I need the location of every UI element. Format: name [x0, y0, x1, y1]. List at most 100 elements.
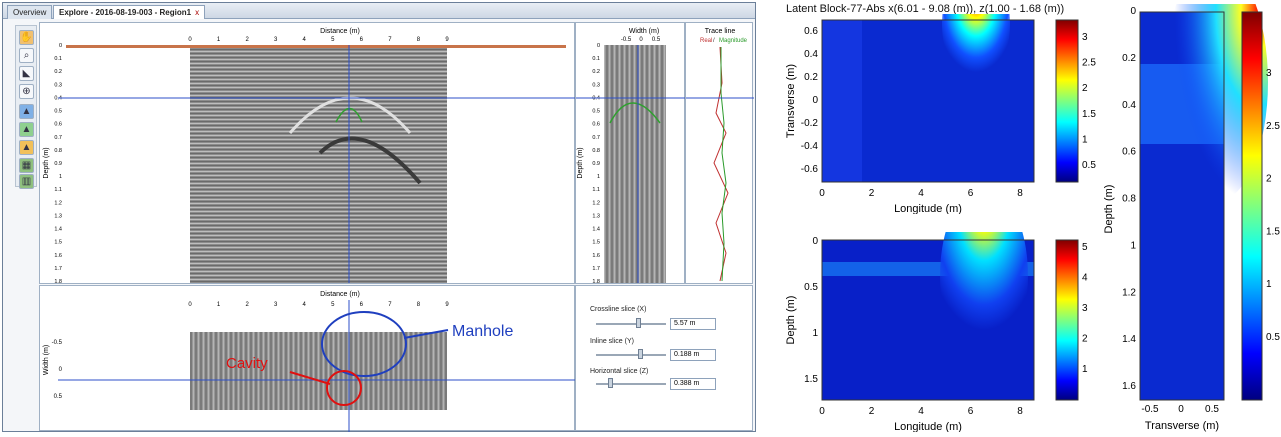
grid-2-icon[interactable]: ▥	[19, 174, 34, 189]
horizontal-value[interactable]: 0.388 m	[670, 378, 716, 390]
legend-magnitude: Magnitude	[719, 38, 748, 44]
bscan-ytick-label: 0.1	[54, 56, 62, 62]
crossline-slider-thumb[interactable]	[636, 318, 641, 328]
bscan-ytick-label: 1.4	[54, 227, 62, 233]
slice-xtick-label: 2	[245, 302, 249, 308]
zoom-icon[interactable]: ⌕	[19, 48, 34, 63]
bscan-xtick-label: 9	[445, 37, 449, 43]
bottom-xtick-label: 8	[1017, 406, 1023, 417]
bscan-ytick-label: 0.6	[54, 122, 62, 128]
horizontal-label: Horizontal slice (Z)	[590, 368, 649, 375]
bscan-ylabel: Depth (m)	[43, 147, 50, 178]
slice-xtick-label: 8	[417, 302, 421, 308]
top-ytick-label: 0.2	[804, 72, 818, 83]
top-colorbar-tick-label: 3	[1082, 32, 1088, 43]
crossline-slider[interactable]	[596, 323, 666, 325]
crossline-value[interactable]: 5.57 m	[670, 318, 716, 330]
bscan-xtick-label: 2	[245, 37, 249, 43]
width-xtick-label: -0.5	[621, 37, 632, 43]
right-ylabel: Depth (m)	[1103, 185, 1115, 234]
bscan-xtick-label: 8	[417, 37, 421, 43]
top-ytick-label: 0.6	[804, 26, 818, 37]
inline-slider[interactable]	[596, 354, 666, 356]
bscan-ytick-label: 1.7	[54, 266, 62, 272]
top-ytick-label: 0	[812, 95, 818, 106]
right-ytick-label: 0.4	[1122, 100, 1136, 111]
inline-slider-thumb[interactable]	[638, 349, 643, 359]
top-plot-title: Latent Block-77-Abs x(6.01 - 9.08 (m)), …	[786, 3, 1065, 15]
slice-xticks: 0 1 2 3 4 5 6 7 8 9	[188, 302, 449, 308]
bscan-title: Distance (m)	[320, 28, 360, 35]
layer-3-icon[interactable]: ▲	[19, 140, 34, 155]
top-colorbar-tick-label: 1.5	[1082, 109, 1096, 120]
layer-2-icon[interactable]: ▲	[19, 122, 34, 137]
inline-value[interactable]: 0.188 m	[670, 349, 716, 361]
slice-yticks: -0.5 0 0.5	[52, 340, 63, 400]
top-heatmap-band	[822, 20, 862, 182]
bscan-xtick-label: 4	[303, 37, 307, 43]
right-xtick-label: 0	[1178, 404, 1184, 415]
tab-explore[interactable]: Explore - 2016-08-19-003 - Region1 x	[53, 5, 206, 19]
horizontal-slider-thumb[interactable]	[608, 378, 613, 388]
right-ytick-label: 0	[1130, 6, 1136, 17]
width-ytick-label: 1.1	[592, 187, 600, 193]
bscan-panel: Distance (m) Depth (m) 0 1 2 3 4 5 6 7 8 9 0 0.1 0.…	[39, 22, 576, 285]
bscan-xtick-label: 3	[274, 37, 278, 43]
cavity-label: Cavity	[226, 355, 268, 372]
bottom-colorbar-ticks: 5 4 3 2 1	[1082, 242, 1088, 375]
slice-xtick-label: 4	[303, 302, 307, 308]
top-colorbar-tick-label: 0.5	[1082, 160, 1096, 171]
width-ytick-label: 1.7	[592, 266, 600, 272]
width-ytick-label: 0.3	[592, 82, 600, 88]
bscan-view[interactable]: Distance (m) Depth (m) 0 1 2 3 4 5 6 7 8 9 0 0.1 0.…	[40, 23, 576, 285]
top-colorbar-ticks: 3 2.5 2 1.5 1 0.5	[1082, 32, 1096, 171]
width-ytick-label: 0	[597, 43, 600, 49]
cavity-pointer	[289, 371, 331, 385]
top-ylabel: Transverse (m)	[785, 64, 797, 138]
surface-line	[66, 45, 566, 48]
width-view[interactable]: Width (m) Depth (m) -0.5 0 0.5 0 0.1 0.2 0.3 0…	[576, 23, 686, 285]
width-ytick-label: 1.3	[592, 213, 600, 219]
bscan-ytick-label: 1.2	[54, 200, 62, 206]
width-ytick-label: 1.2	[592, 200, 600, 206]
layer-1-icon[interactable]: ▲	[19, 104, 34, 119]
trace-real-line	[713, 46, 729, 282]
top-hotspot	[942, 14, 1010, 84]
measure-icon[interactable]: ◣	[19, 66, 34, 81]
right-colorbar-tick-label: 0.5	[1266, 332, 1280, 343]
legend-separator: /	[713, 38, 715, 44]
right-colorbar-tick-label: 1.5	[1266, 226, 1280, 237]
width-title: Width (m)	[629, 28, 659, 35]
bscan-ytick-label: 0.9	[54, 161, 62, 167]
width-hyperbola-fit	[609, 102, 661, 124]
hand-icon[interactable]: ✋	[19, 30, 34, 45]
bottom-plot-frame	[821, 239, 1035, 401]
bscan-ytick-label: 0.5	[54, 109, 62, 115]
slice-xtick-label: 5	[331, 302, 335, 308]
trace-panel: Trace line Real / Magnitude	[685, 22, 754, 284]
zoom-region-icon[interactable]: ⊕	[19, 84, 34, 99]
bscan-yticks: 00.10.20.30.40.50.60.70.80.911.11.21.31.…	[54, 43, 62, 285]
legend-real: Real	[700, 38, 712, 44]
close-tab-icon[interactable]: x	[195, 8, 200, 17]
bottom-ytick-label: 0.5	[804, 282, 818, 293]
bscan-ytick-label: 1.1	[54, 187, 62, 193]
right-xtick-label: -0.5	[1141, 404, 1159, 415]
slice-xtick-label: 1	[217, 302, 221, 308]
top-ytick-label: -0.2	[801, 118, 819, 129]
right-colorbar-tick-label: 3	[1266, 68, 1272, 79]
tab-overview[interactable]: Overview	[7, 5, 53, 19]
horizontal-slider[interactable]	[596, 383, 666, 385]
bottom-ylabel: Depth (m)	[785, 296, 797, 345]
top-colorbar	[1055, 19, 1079, 183]
width-yticks: 00.10.20.30.40.50.60.70.80.911.11.21.31.…	[592, 43, 600, 285]
deep-reflection	[318, 136, 422, 185]
grid-1-icon[interactable]: ▦	[19, 158, 34, 173]
tab-overview-label: Overview	[13, 8, 47, 17]
manhole-circle	[321, 311, 407, 377]
width-xtick-label: 0.5	[652, 37, 661, 43]
manhole-pointer	[403, 329, 449, 339]
bscan-ytick-label: 1.6	[54, 253, 62, 259]
